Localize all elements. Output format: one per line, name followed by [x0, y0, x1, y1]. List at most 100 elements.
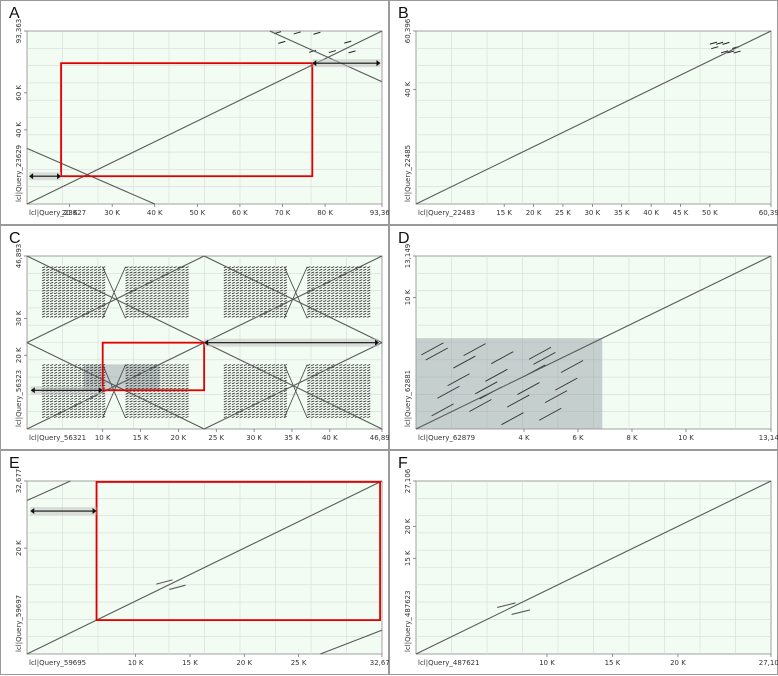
x-tick-label: 10 K	[128, 659, 144, 667]
y-axis-label: lcl|Query_487623	[404, 590, 412, 652]
alignment-segment	[26, 480, 383, 655]
x-tick-label: 60 K	[232, 209, 248, 217]
x-tick-label: 25 K	[555, 209, 571, 217]
x-tick-label: 20 K	[526, 209, 542, 217]
x-tick-label: 4 K	[518, 434, 530, 442]
x-tick-label: 25 K	[208, 434, 224, 442]
x-axis-label: lcl|Query_56321	[29, 434, 86, 442]
x-tick-label: 45 K	[673, 209, 689, 217]
alignment-segment	[26, 255, 205, 344]
arrow-head	[98, 387, 103, 394]
dotplot-c: 10 K 15 K 20 K 25 K 30 K 35 K 40 K 46,893 20 K 30…	[15, 244, 394, 442]
x-tick-label: 40 K	[643, 209, 659, 217]
alignment-segment	[203, 342, 383, 430]
panel-a: A 20 K 30 K 40 K 50 K 60 K 70 K 80 K 93,363 40 K 6…	[0, 0, 394, 225]
y-axis-label: lcl|Query_22485	[404, 145, 412, 202]
y-axis-label: lcl|Query_56323	[15, 370, 23, 427]
alignment-segment	[511, 609, 531, 615]
y-tick-label: 20 K	[15, 347, 23, 363]
x-axis-label: lcl|Query_62879	[418, 434, 475, 442]
dotplot-a: 20 K 30 K 40 K 50 K 60 K 70 K 80 K 93,363 40 K 60…	[15, 19, 394, 217]
arrow-head	[92, 508, 97, 515]
y-tick-label: 30 K	[15, 310, 23, 326]
x-tick-label: 25 K	[291, 659, 307, 667]
alignment-segment	[415, 30, 772, 205]
x-tick-label: 35 K	[284, 434, 300, 442]
alignment-segment	[269, 30, 383, 83]
x-tick-label: 20 K	[670, 659, 686, 667]
panel-letter: D	[398, 230, 410, 247]
y-axis-label: lcl|Query_62881	[404, 370, 412, 427]
y-tick-label: 15 K	[404, 550, 412, 566]
highlight-rect	[95, 481, 381, 622]
dotplot-b: 15 K 20 K 25 K 30 K 35 K 40 K 45 K 50 K 60,396 40…	[404, 18, 778, 217]
arrow-head	[30, 387, 35, 394]
x-axis-label: lcl|Query_23627	[29, 209, 86, 217]
alignment-segment	[26, 342, 205, 430]
x-tick-label: 20 K	[171, 434, 187, 442]
x-tick-label: 15 K	[496, 209, 512, 217]
alignment-segment	[203, 255, 383, 344]
panel-d: D 4 K 6 K 8 K 10 K 13,149 10 K 13,149 lcl|Query_…	[389, 225, 778, 450]
arrow-head	[204, 339, 209, 346]
alignment-segment	[415, 255, 772, 430]
x-axis-label: lcl|Query_59695	[29, 659, 86, 667]
panel-c: C 10 K 15 K 20 K 25 K 30 K 35 K 40 K 46,893 20 K 3…	[0, 225, 394, 450]
repeat-cluster	[709, 41, 741, 54]
panel-letter: E	[9, 455, 20, 472]
y-tick-label: 27,106	[404, 468, 412, 493]
x-tick-label: 80 K	[317, 209, 333, 217]
arrow-head	[30, 508, 35, 515]
arrow-head	[57, 173, 62, 180]
x-tick-label: 50 K	[702, 209, 718, 217]
panel-f: F 10 K 15 K 20 K 27,106 15 K 20 K 27,106 lcl|Que…	[389, 450, 778, 675]
alignment-segment	[169, 584, 186, 590]
arrow-head	[312, 60, 317, 67]
panel-letter: A	[9, 5, 20, 22]
highlight-rect	[60, 62, 314, 178]
x-tick-label: 15 K	[182, 659, 198, 667]
y-tick-label: 60,396	[404, 18, 412, 43]
panel-letter: C	[9, 230, 21, 247]
repeat-cluster	[223, 364, 371, 419]
x-tick-label: 27,106	[759, 659, 778, 667]
alignment-segment	[156, 579, 173, 585]
alignment-segment	[497, 602, 516, 608]
dotplot-f: 10 K 15 K 20 K 27,106 15 K 20 K 27,106 lcl|Quer…	[404, 468, 778, 667]
x-tick-label: 70 K	[275, 209, 291, 217]
y-tick-label: 20 K	[15, 540, 23, 556]
x-tick-label: 60,396	[759, 209, 778, 217]
x-tick-label: 6 K	[572, 434, 584, 442]
x-tick-label: 40 K	[147, 209, 163, 217]
x-tick-label: 93,363	[370, 209, 395, 217]
y-tick-label: 60 K	[15, 85, 23, 101]
panel-b: B 15 K 20 K 25 K 30 K 35 K 40 K 45 K 50 K 60,396 4…	[389, 0, 778, 225]
alignment-segment	[415, 480, 772, 655]
x-axis-label: lcl|Query_487621	[418, 659, 480, 667]
x-tick-label: 15 K	[605, 659, 621, 667]
x-tick-label: 10 K	[539, 659, 555, 667]
x-tick-label: 32,677	[370, 659, 395, 667]
y-tick-label: 10 K	[404, 289, 412, 305]
y-tick-label: 32,677	[15, 469, 23, 494]
x-tick-label: 30 K	[246, 434, 262, 442]
x-axis-label: lcl|Query_22483	[418, 209, 475, 217]
dotplot-e: 10 K 15 K 20 K 25 K 32,677 20 K 32,677 lcl|Quer…	[15, 469, 394, 667]
x-tick-label: 35 K	[614, 209, 630, 217]
x-tick-label: 13,149	[759, 434, 778, 442]
x-tick-label: 30 K	[584, 209, 600, 217]
arrow-head	[375, 339, 380, 346]
y-tick-label: 40 K	[404, 81, 412, 97]
y-axis-label: lcl|Query_23629	[15, 145, 23, 202]
x-tick-label: 15 K	[133, 434, 149, 442]
x-tick-label: 46,893	[370, 434, 395, 442]
x-tick-label: 10 K	[95, 434, 111, 442]
y-axis-label: lcl|Query_59697	[15, 595, 23, 652]
x-tick-label: 50 K	[189, 209, 205, 217]
y-tick-label: 13,149	[404, 244, 412, 269]
x-tick-label: 40 K	[322, 434, 338, 442]
y-tick-label: 93,363	[15, 19, 23, 44]
repeat-cluster	[421, 342, 584, 426]
panel-letter: F	[398, 455, 408, 472]
arrow-head	[29, 173, 34, 180]
